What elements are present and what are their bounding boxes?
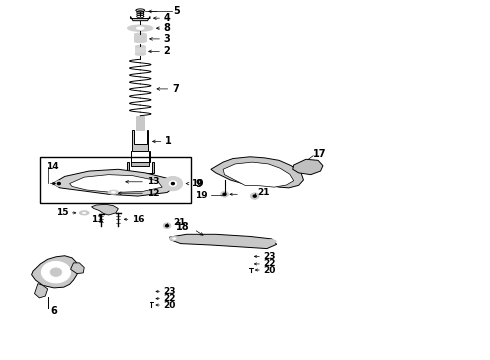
Circle shape — [166, 225, 169, 227]
Polygon shape — [130, 17, 150, 21]
Circle shape — [253, 195, 256, 197]
Polygon shape — [132, 130, 148, 152]
Circle shape — [55, 181, 63, 186]
Text: 18: 18 — [176, 222, 190, 232]
Circle shape — [57, 183, 60, 185]
Text: 21: 21 — [173, 219, 185, 228]
Text: 21: 21 — [257, 188, 270, 197]
Polygon shape — [71, 263, 84, 274]
Polygon shape — [34, 284, 48, 298]
Polygon shape — [293, 159, 323, 175]
Text: 7: 7 — [172, 84, 179, 94]
Polygon shape — [92, 204, 118, 215]
Text: 17: 17 — [313, 149, 327, 159]
Circle shape — [250, 193, 259, 199]
Circle shape — [172, 183, 174, 185]
Text: 12: 12 — [147, 189, 159, 198]
Ellipse shape — [134, 40, 146, 42]
Bar — [134, 34, 146, 41]
Text: 3: 3 — [164, 34, 171, 44]
Text: 14: 14 — [46, 162, 59, 171]
Polygon shape — [211, 157, 303, 188]
Ellipse shape — [134, 33, 146, 36]
Text: 1: 1 — [165, 136, 172, 147]
Ellipse shape — [135, 45, 145, 48]
Ellipse shape — [108, 190, 119, 194]
Ellipse shape — [112, 191, 116, 193]
Circle shape — [223, 193, 226, 195]
Ellipse shape — [170, 237, 179, 241]
Ellipse shape — [127, 25, 153, 31]
Bar — [136, 116, 144, 130]
Circle shape — [163, 223, 171, 229]
Text: 19: 19 — [196, 190, 208, 199]
Ellipse shape — [79, 211, 89, 215]
Text: 23: 23 — [264, 252, 276, 261]
Polygon shape — [52, 169, 177, 196]
Text: 23: 23 — [164, 287, 176, 296]
Polygon shape — [223, 162, 294, 187]
Ellipse shape — [172, 238, 176, 239]
Polygon shape — [126, 162, 154, 175]
Text: 4: 4 — [164, 13, 171, 23]
Text: 22: 22 — [164, 294, 176, 303]
Circle shape — [169, 181, 177, 186]
Circle shape — [163, 176, 183, 191]
Polygon shape — [70, 175, 162, 193]
Text: 5: 5 — [173, 6, 180, 17]
Ellipse shape — [268, 240, 276, 243]
Circle shape — [41, 261, 71, 283]
Text: 22: 22 — [264, 260, 276, 269]
Text: 20: 20 — [164, 301, 176, 310]
Text: 11: 11 — [92, 215, 104, 224]
Text: 9: 9 — [196, 179, 202, 189]
Text: 15: 15 — [56, 208, 69, 217]
Text: 13: 13 — [147, 177, 159, 186]
Circle shape — [220, 192, 228, 197]
Polygon shape — [31, 256, 79, 288]
Text: 16: 16 — [132, 215, 145, 224]
Circle shape — [119, 178, 125, 183]
Text: 20: 20 — [264, 266, 276, 275]
Ellipse shape — [135, 53, 145, 55]
Text: 10: 10 — [192, 179, 204, 188]
Polygon shape — [130, 152, 150, 166]
Circle shape — [50, 268, 62, 276]
Text: 8: 8 — [164, 23, 171, 33]
Text: 2: 2 — [164, 46, 171, 57]
Text: 6: 6 — [50, 306, 57, 316]
Ellipse shape — [136, 27, 144, 30]
Polygon shape — [170, 234, 277, 249]
Ellipse shape — [82, 212, 86, 213]
Bar — [40, 157, 192, 203]
Bar — [135, 46, 145, 54]
